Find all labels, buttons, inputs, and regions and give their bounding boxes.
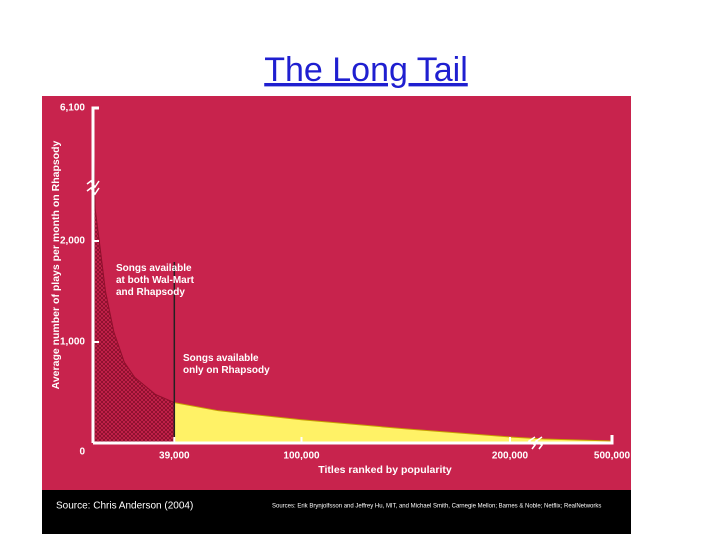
area: [174, 402, 612, 443]
footer-strip: [42, 490, 631, 534]
y-axis-label: Average number of plays per month on Rha…: [50, 140, 62, 389]
annotation: Songs available only on Rhapsody: [183, 353, 270, 376]
area-line: [174, 402, 613, 442]
credits: Sources: Erik Brynjolfsson and Jeffrey H…: [272, 504, 601, 510]
x-tick-label: 39,000: [159, 451, 190, 462]
annotation-line: Songs available: [183, 353, 259, 364]
x-tick-label: 100,000: [283, 451, 320, 462]
annotation-line: Songs available: [116, 263, 192, 274]
y-break: [86, 179, 100, 196]
y-tick-label: 6,100: [60, 103, 85, 114]
plot: 0 1,000 2,000 6,100 39,000 100,000 200,000 500,…: [60, 103, 631, 462]
x-break: [527, 436, 544, 450]
y-tick-label: 0: [79, 447, 85, 458]
source: Source: Chris Anderson (2004): [56, 501, 193, 512]
y-tick-label: 1,000: [60, 337, 85, 348]
x-tick-label: 500,000: [594, 451, 631, 462]
y-tick-label: 2,000: [60, 236, 85, 247]
annotation-line: and Rhapsody: [116, 287, 185, 298]
area-line: [92, 107, 175, 404]
annotation-line: at both Wal-Mart: [116, 275, 195, 286]
x-tick-label: 200,000: [492, 451, 529, 462]
x-axis-label: Titles ranked by popularity: [318, 464, 452, 476]
annotation-line: only on Rhapsody: [183, 365, 270, 376]
area: [93, 108, 175, 443]
slide-title[interactable]: The Long Tail: [264, 51, 468, 89]
annotation: Songs available at both Wal-Mart and Rhaps…: [116, 263, 195, 298]
